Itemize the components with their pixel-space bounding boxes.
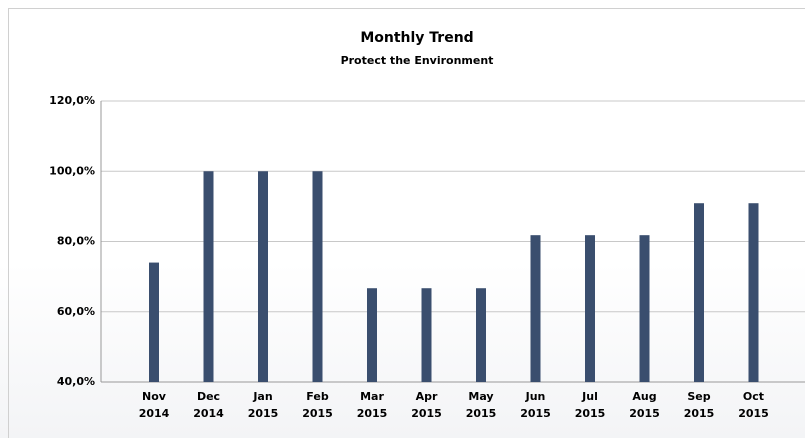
x-tick-label: Dec 2014	[193, 390, 224, 420]
bar	[694, 203, 704, 382]
x-tick-label: Sep 2015	[683, 390, 715, 420]
bar	[203, 171, 214, 382]
x-tick-label: Jul 2015	[574, 390, 606, 420]
bar	[530, 235, 541, 382]
y-tick-label: 120,0%	[49, 94, 95, 107]
y-tick-label: 100,0%	[49, 164, 95, 177]
bar	[748, 203, 759, 382]
bar	[421, 288, 432, 382]
bar	[367, 288, 377, 382]
y-tick-label: 80,0%	[57, 235, 95, 248]
bar	[312, 171, 323, 382]
x-tick-label: Aug 2015	[629, 390, 660, 420]
bar	[149, 262, 159, 382]
panel-border	[8, 8, 805, 438]
bar	[476, 288, 486, 382]
x-tick-label: Mar 2015	[356, 390, 388, 420]
y-tick-label: 40,0%	[57, 375, 95, 388]
chart-title: Monthly Trend	[360, 30, 473, 46]
bar	[639, 235, 650, 382]
x-tick-label: Jan 2015	[247, 390, 279, 420]
x-tick-label: Apr 2015	[411, 390, 442, 420]
x-tick-label: Oct 2015	[738, 390, 769, 420]
x-tick-label: May 2015	[465, 390, 497, 420]
bar	[258, 171, 268, 382]
x-tick-label: Nov 2014	[138, 390, 170, 420]
x-tick-label: Jun 2015	[520, 390, 551, 420]
bar	[585, 235, 595, 382]
chart-subtitle: Protect the Environment	[341, 54, 494, 67]
x-tick-label: Feb 2015	[302, 390, 333, 420]
y-tick-label: 60,0%	[57, 305, 95, 318]
